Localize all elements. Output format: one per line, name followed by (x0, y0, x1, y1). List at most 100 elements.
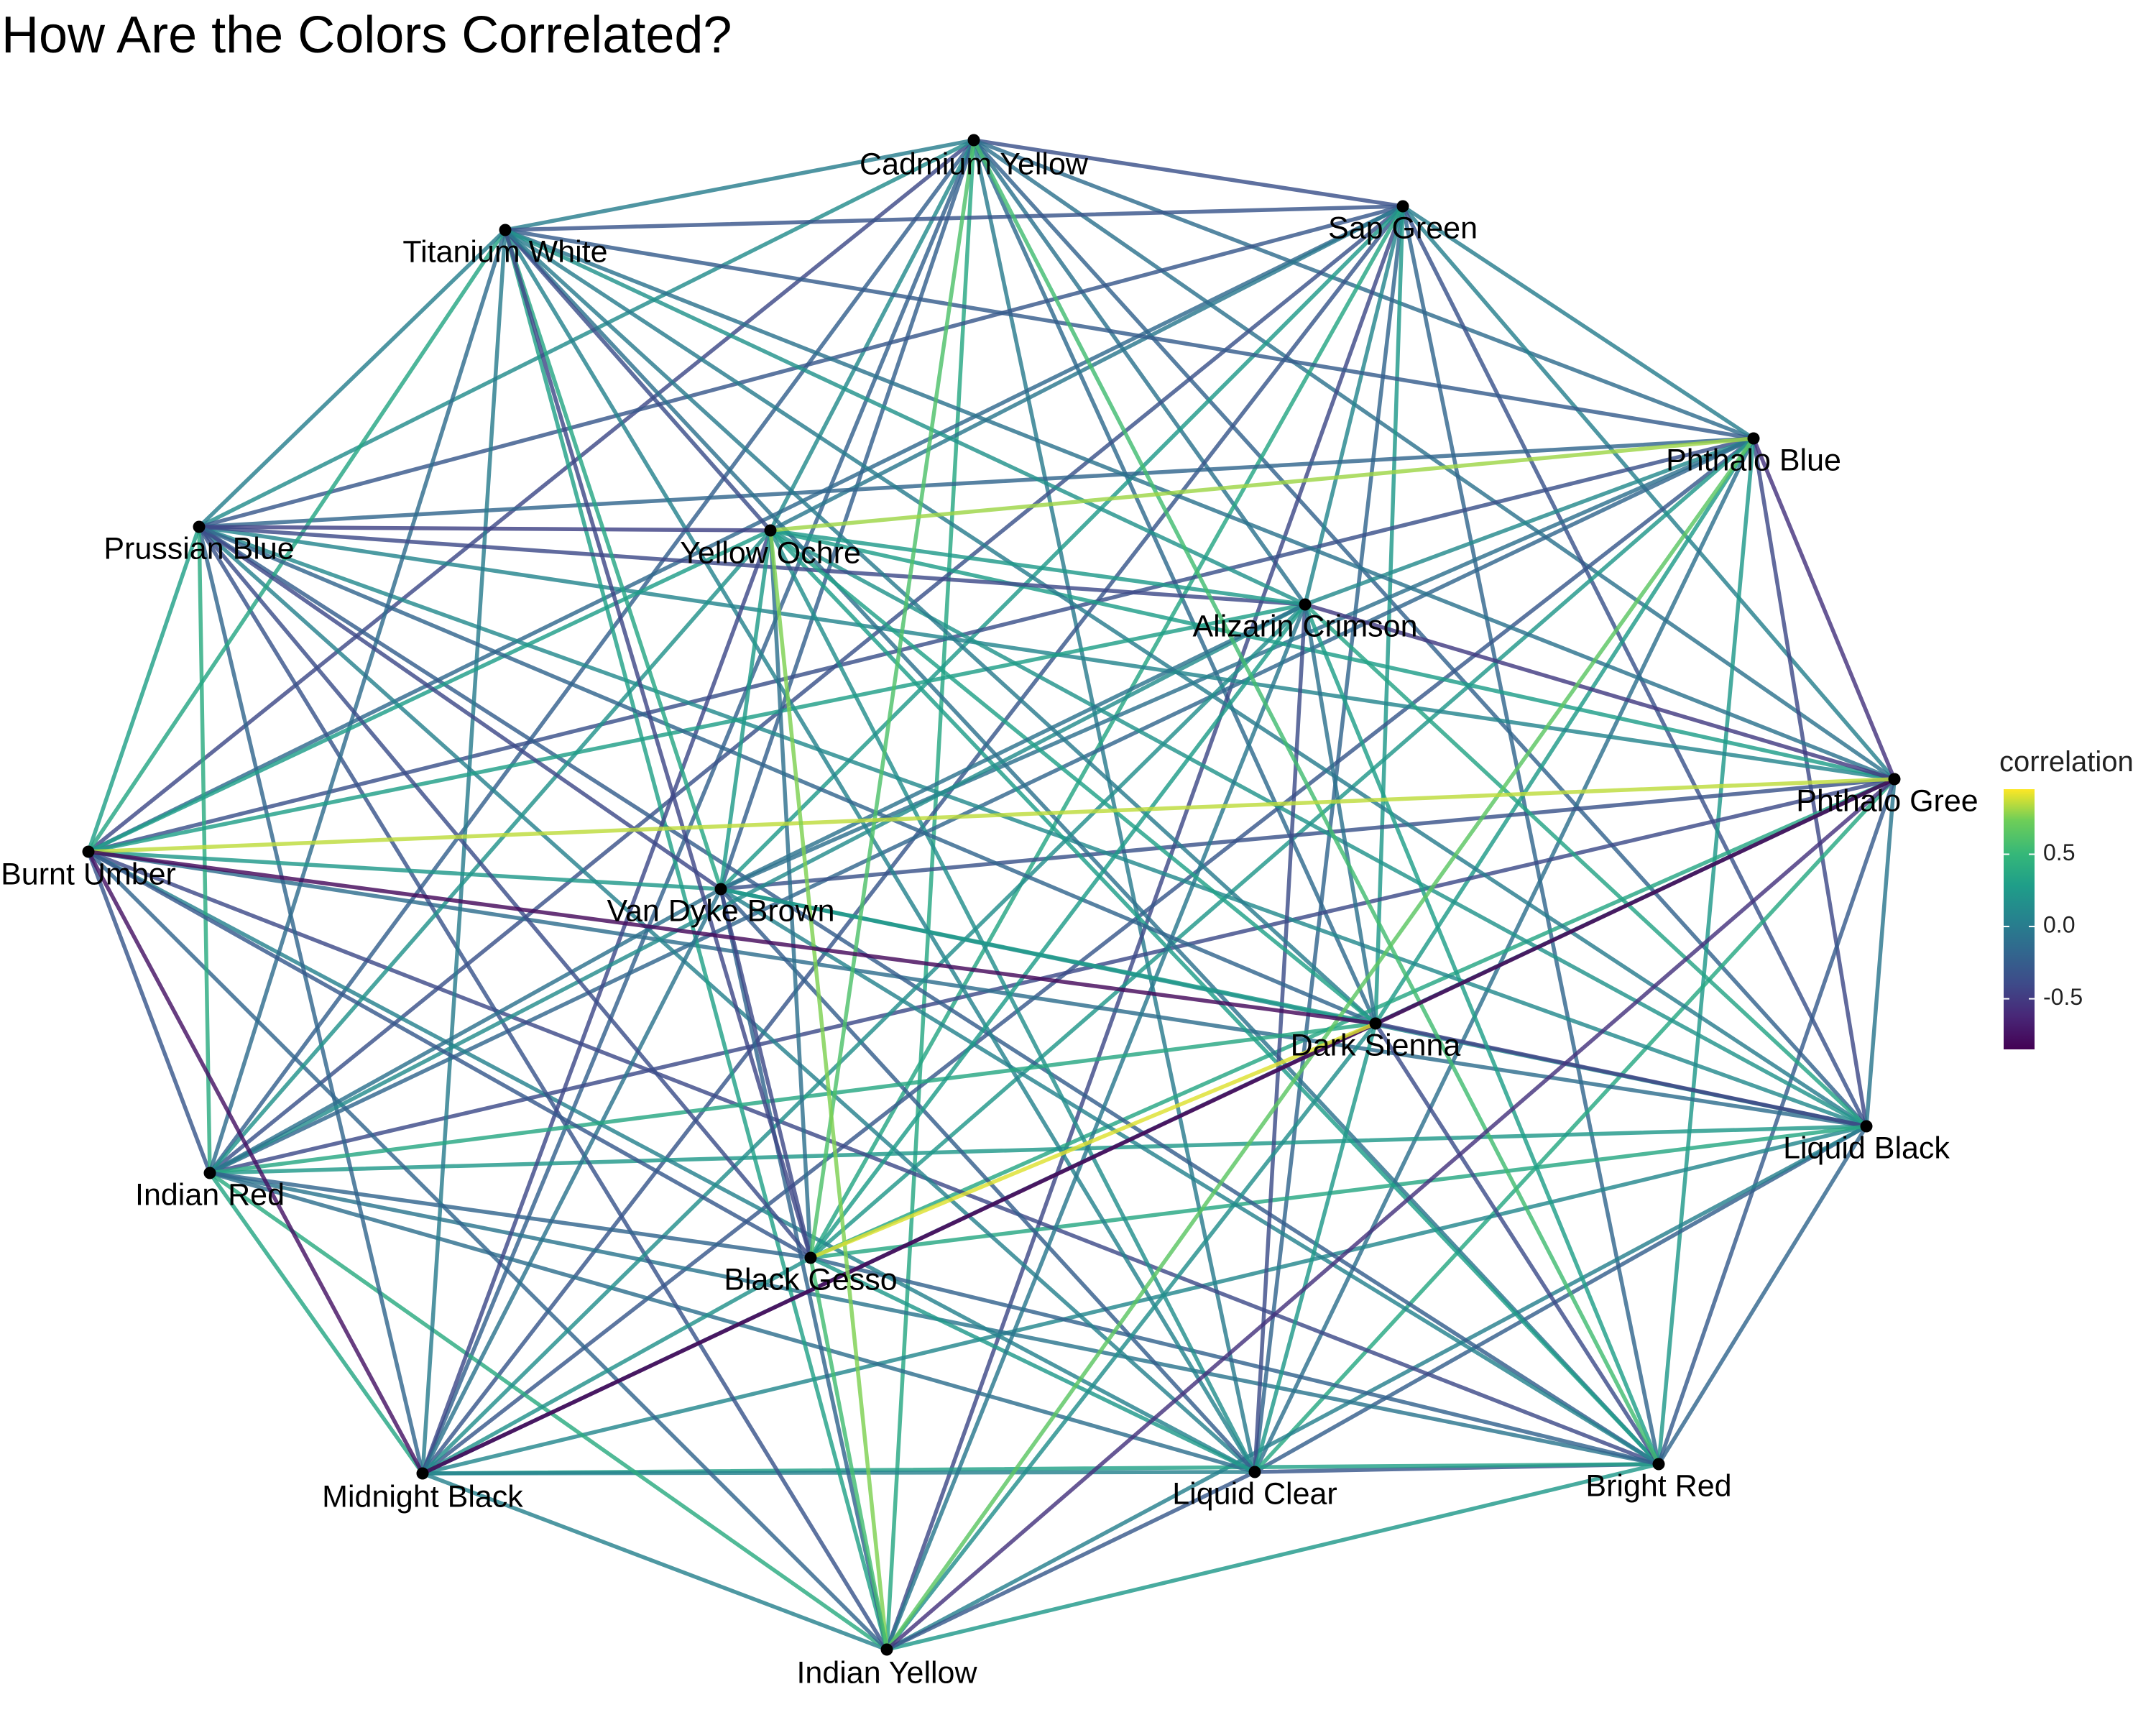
edge (420, 887, 723, 1476)
edge (197, 138, 976, 529)
edge (208, 777, 1897, 1175)
edge (86, 850, 1378, 1026)
edge (197, 436, 1756, 529)
edge (972, 138, 1869, 1128)
node-label: Alizarin Crimson (1192, 609, 1417, 643)
node-label: Van Dyke Brown (607, 893, 834, 928)
node-point (1652, 1458, 1665, 1471)
node-point (1888, 773, 1901, 786)
edge (808, 1124, 1869, 1260)
legend-tick-label: 0.5 (2043, 840, 2075, 865)
edge (885, 602, 1307, 1652)
edge (1373, 1021, 1661, 1466)
edge (420, 436, 1756, 1476)
edge (86, 850, 212, 1175)
edge (1303, 602, 1869, 1128)
edge (208, 1171, 813, 1260)
edge (208, 1171, 889, 1652)
edge (503, 204, 1405, 232)
edge (420, 1124, 1869, 1476)
node-label: Phthalo Gree (1796, 783, 1978, 818)
edge (1253, 777, 1897, 1474)
edge (885, 1462, 1661, 1652)
edge (719, 887, 1661, 1466)
edge (208, 602, 1307, 1175)
node-point (880, 1643, 893, 1656)
edge (86, 850, 889, 1652)
edge (808, 1256, 1661, 1466)
edge (208, 138, 976, 1175)
edge (208, 1171, 1257, 1474)
edge (1657, 777, 1897, 1466)
edge (420, 602, 1307, 1476)
edge (768, 528, 889, 1652)
node-point (416, 1467, 429, 1480)
node-point (82, 845, 95, 858)
node-point (804, 1251, 817, 1264)
node-point (967, 134, 980, 147)
node-point (203, 1167, 216, 1179)
edge (208, 228, 507, 1175)
labels-layer: Cadmium Yellow Sap Green Phthalo Blue Phtha… (1, 147, 1978, 1690)
edge (808, 1256, 889, 1652)
edge (768, 436, 1756, 533)
nodes-layer (82, 134, 1901, 1656)
edge (86, 525, 201, 854)
chart-title: How Are the Colors Correlated? (1, 6, 732, 64)
legend: correlation 0.5 0.0 -0.5 (1999, 746, 2134, 1049)
edge (420, 228, 507, 1476)
edge (1303, 204, 1405, 607)
edge (885, 1021, 1378, 1652)
edge (972, 138, 1756, 441)
edge (808, 436, 1756, 1260)
edge (885, 777, 1897, 1652)
edge (197, 525, 1378, 1026)
edge (1253, 1124, 1869, 1474)
edge (420, 777, 1897, 1476)
edge (885, 138, 976, 1652)
edge (86, 528, 773, 854)
edge (503, 228, 1378, 1026)
edges-layer (86, 138, 1897, 1652)
node-label: Sap Green (1328, 211, 1478, 245)
node-point (499, 224, 512, 236)
edge (768, 528, 1661, 1466)
edge (1253, 1021, 1378, 1474)
edge (1253, 436, 1756, 1474)
edge (719, 887, 1378, 1026)
edge (719, 887, 813, 1260)
edge (768, 528, 813, 1260)
edge (420, 138, 976, 1476)
node-label: Prussian Blue (103, 531, 294, 566)
edge (86, 138, 976, 854)
edge (1401, 204, 1661, 1466)
edge (1401, 204, 1869, 1128)
node-point (1299, 598, 1312, 611)
edge (503, 228, 773, 533)
edge (86, 436, 1756, 854)
edge (86, 850, 1869, 1128)
edge (885, 1124, 1869, 1652)
node-label: Indian Red (135, 1177, 285, 1212)
node-point (1747, 432, 1760, 445)
edge (208, 1124, 1869, 1175)
edge (503, 138, 976, 232)
edge (420, 1471, 889, 1652)
edge (86, 850, 813, 1260)
legend-title: correlation (1999, 746, 2134, 778)
node-point (714, 883, 727, 896)
node-label: Black Gesso (724, 1262, 897, 1297)
edge (1373, 1021, 1869, 1128)
edge (197, 228, 507, 529)
edge (768, 528, 1378, 1026)
edge (1373, 204, 1405, 1026)
edge (808, 1021, 1378, 1260)
edge (197, 525, 1257, 1474)
edge (1303, 602, 1378, 1026)
edge (972, 138, 1405, 208)
edge (1401, 204, 1756, 441)
edge (208, 204, 1405, 1175)
edge (808, 138, 976, 1260)
edge (503, 228, 1756, 441)
edge (719, 887, 889, 1652)
